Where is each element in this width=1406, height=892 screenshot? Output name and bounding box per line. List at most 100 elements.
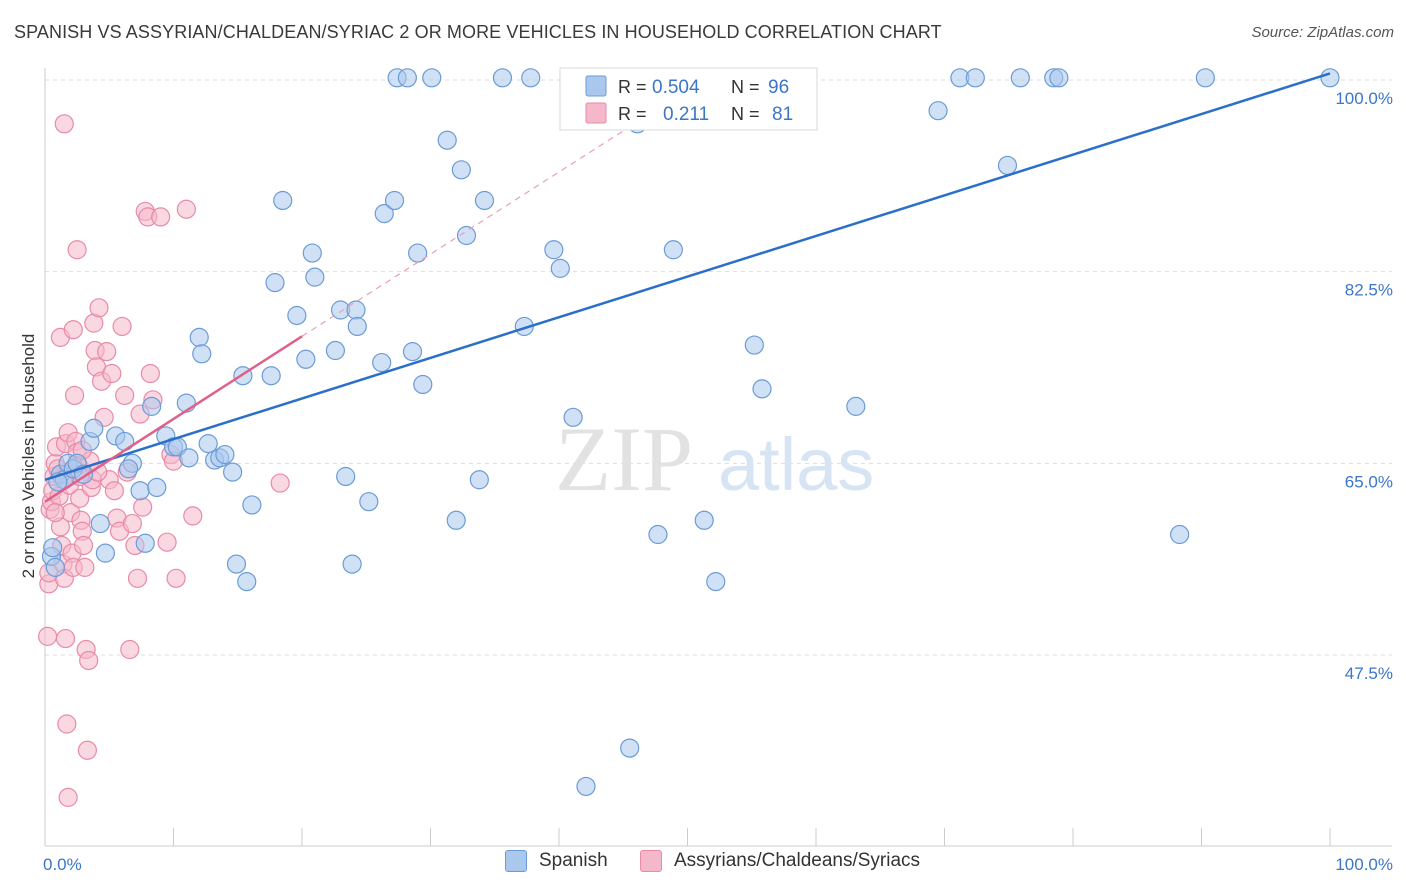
spanish-point-95 (43, 538, 63, 558)
assyrians-point-56 (133, 497, 153, 517)
legend-n-label-1: N = (731, 77, 765, 97)
legend-label-assyrians: Assyrians/Chaldeans/Syriacs (674, 850, 921, 871)
assyrians-point-0 (37, 626, 58, 646)
legend-item-assyrians[interactable]: Assyrians/Chaldeans/Syriacs (640, 850, 920, 872)
spanish-point-57 (422, 68, 442, 88)
spanish-point-73 (648, 524, 668, 545)
spanish-point-87 (1010, 68, 1030, 88)
assyrians-point-71 (57, 714, 77, 734)
spanish-point-82 (846, 396, 866, 416)
legend-r-value-1: 0.504 (652, 77, 700, 98)
trend-lines (44, 72, 1331, 503)
spanish-point-64 (492, 68, 513, 88)
legend-swatch-spanish (585, 75, 607, 97)
legend-r-value-2: 0.211 (663, 104, 709, 125)
spanish-point-66 (521, 68, 541, 88)
spanish-point-68 (550, 258, 570, 278)
legend-label-spanish: Spanish (539, 850, 608, 871)
assyrians-point-69 (54, 114, 74, 134)
spanish-point-35 (261, 366, 281, 386)
legend-swatch-assyrians-bottom (640, 850, 662, 872)
spanish-point-25 (192, 344, 212, 364)
assyrians-point-51 (120, 639, 140, 660)
x-tick-label-1: 100.0% (1335, 855, 1393, 874)
assyrians-point-76 (45, 503, 65, 523)
spanish-point-80 (752, 379, 772, 399)
assyrians-point-49 (115, 385, 135, 406)
spanish-point-41 (305, 267, 325, 287)
spanish-point-15 (130, 481, 150, 501)
spanish-point-34 (242, 495, 262, 515)
assyrians-point-48 (112, 316, 132, 337)
spanish-point-23 (179, 448, 199, 468)
x-tick-label-0: 0.0% (43, 855, 82, 874)
spanish-point-71 (620, 738, 640, 758)
assyrians-point-44 (102, 363, 122, 384)
spanish-point-50 (374, 204, 394, 224)
spanish-point-63 (474, 190, 495, 211)
assyrians-point-70 (67, 240, 87, 260)
watermark: ZIP atlas (555, 408, 874, 510)
assyrians-point-66 (176, 199, 196, 219)
assyrians-point-65 (166, 568, 186, 588)
spanish-point-67 (544, 240, 564, 260)
y-tick-label-0: 47.5% (1345, 664, 1393, 683)
spanish-point-26 (198, 434, 218, 454)
spanish-point-38 (287, 305, 307, 326)
assyrians-point-61 (151, 207, 171, 227)
assyrians-trend-line (44, 335, 303, 503)
assyrians-point-54 (127, 568, 148, 588)
x-tick-labels: 0.0% 100.0% (43, 855, 1393, 874)
spanish-point-9 (84, 418, 104, 438)
spanish-point-17 (142, 396, 162, 416)
spanish-point-86 (997, 155, 1018, 176)
spanish-point-91 (1195, 68, 1215, 88)
spanish-point-30 (223, 462, 243, 482)
legend-r-label-2: R = (618, 104, 652, 124)
assyrians-point-52 (122, 513, 142, 534)
spanish-point-51 (384, 190, 405, 211)
spanish-point-18 (147, 477, 167, 498)
axes (44, 68, 1392, 847)
y-tick-label-2: 82.5% (1345, 281, 1393, 300)
spanish-point-58 (437, 130, 457, 150)
y-axis-label: 2 or more Vehicles in Household (19, 334, 38, 579)
legend-n-value-2: 81 (772, 104, 793, 125)
legend-item-spanish[interactable]: Spanish (505, 850, 608, 872)
spanish-point-48 (359, 492, 379, 512)
assyrians-point-31 (77, 740, 98, 760)
spanish-point-69 (563, 407, 583, 427)
assyrians-point-79 (63, 320, 83, 340)
spanish-point-44 (336, 466, 356, 487)
spanish-point-78 (706, 572, 726, 592)
assyrians-point-32 (79, 650, 99, 671)
series-legend: Spanish Assyrians/Chaldeans/Syriacs (0, 850, 1406, 880)
correlation-legend: R = 0.504 N = 96 R = 0.211 N = 81 (559, 67, 818, 131)
spanish-point-47 (347, 316, 367, 337)
spanish-point-46 (346, 300, 366, 320)
spanish-point-55 (408, 243, 428, 263)
spanish-point-83 (928, 101, 948, 121)
assyrians-point-59 (140, 363, 160, 384)
y-tick-label-3: 100.0% (1335, 89, 1393, 108)
spanish-point-62 (469, 470, 489, 490)
spanish-point-54 (402, 342, 423, 362)
spanish-point-90 (1170, 524, 1190, 545)
source-credit: Source: ZipAtlas.com (1251, 24, 1394, 41)
spanish-point-37 (273, 190, 293, 211)
spanish-point-29 (215, 444, 235, 465)
spanish-point-89 (1049, 68, 1069, 88)
spanish-point-61 (456, 225, 477, 246)
spanish-point-39 (296, 349, 316, 369)
spanish-point-60 (451, 160, 471, 180)
grid-lines (45, 79, 1392, 656)
assyrians-point-42 (97, 342, 117, 362)
spanish-trend-line (44, 72, 1331, 481)
spanish-point-77 (694, 510, 714, 530)
spanish-point-45 (342, 554, 362, 574)
assyrians-point-80 (55, 628, 76, 649)
assyrians-point-39 (89, 298, 109, 318)
spanish-point-31 (226, 554, 247, 574)
spanish-point-49 (372, 352, 392, 373)
